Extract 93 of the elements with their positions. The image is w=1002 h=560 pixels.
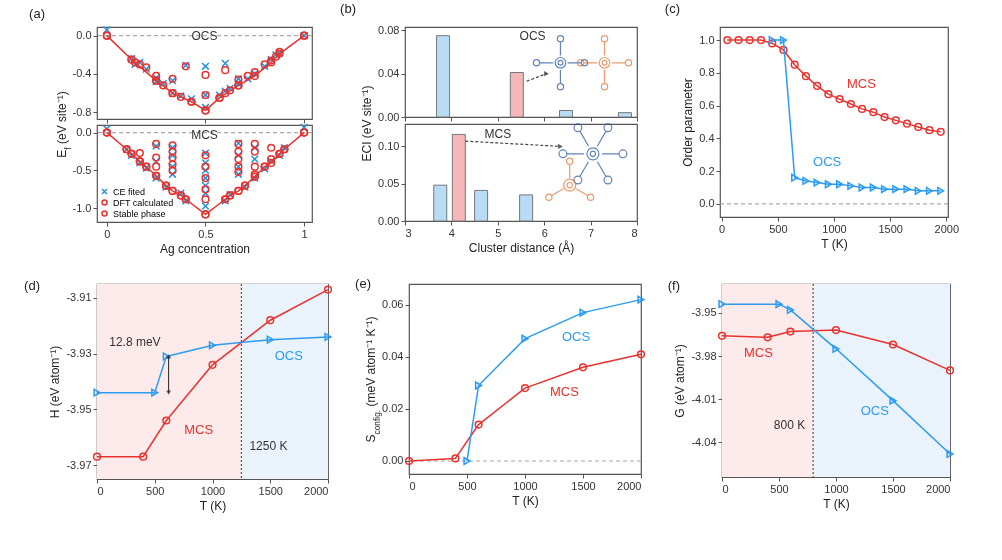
series-label: MCS (846, 76, 877, 91)
x-axis-title: T (K) (821, 236, 848, 251)
y-tick-label: 0.6 (699, 99, 715, 112)
chart-title: (e) (355, 276, 371, 291)
y-tick-label: -3.93 (66, 347, 92, 360)
x-tick-label: 1000 (822, 222, 847, 235)
x-tick-label: 1500 (881, 482, 906, 495)
x-tick-label: 500 (769, 222, 788, 235)
y-tick-label: -4.04 (691, 435, 717, 448)
y-tick-label: 0.08 (378, 23, 400, 36)
series-label: OCS (561, 329, 591, 345)
annotation: MCS (484, 126, 512, 141)
y-tick-label: 0.05 (378, 177, 400, 190)
x-axis-title: T (K) (823, 496, 850, 511)
y-axis-title: Order parameter (681, 78, 696, 167)
annotation: OCS (519, 29, 546, 43)
y-tick-label: 0.00 (382, 454, 404, 467)
y-tick-label: -3.97 (66, 458, 92, 471)
y-tick-label: 0.8 (699, 66, 715, 79)
x-tick-label: 1500 (258, 484, 283, 497)
x-tick-label: 2000 (926, 482, 951, 495)
y-tick-label: 0.0 (699, 197, 715, 210)
x-tick-label: 0 (104, 227, 111, 240)
x-tick-label: 4 (448, 226, 455, 239)
x-tick-label: 8 (631, 226, 638, 239)
x-tick-label: 1000 (200, 484, 226, 497)
annotation: OCS (191, 29, 218, 44)
y-axis-title: ECI (eV site⁻¹) (360, 85, 375, 162)
y-tick-label: 0.4 (699, 131, 715, 144)
y-tick-label: 0.10 (378, 139, 400, 152)
x-tick-label: 0 (97, 484, 104, 497)
series-label: MCS (744, 345, 774, 361)
y-tick-label: 0.0 (76, 126, 92, 139)
x-tick-label: 1000 (824, 482, 849, 495)
x-tick-label: 500 (146, 484, 165, 497)
y-tick-label: -0.4 (72, 67, 92, 80)
chart-title: (c) (664, 1, 680, 16)
y-tick-label: 1.0 (699, 33, 715, 46)
y-tick-label: -0.5 (72, 163, 92, 176)
x-tick-label: 0 (722, 482, 729, 495)
ref-line-label: 1250 K (249, 438, 288, 453)
x-tick-label: 3 (405, 226, 412, 239)
x-tick-label: 7 (588, 226, 595, 239)
series-label: MCS (184, 422, 214, 438)
y-tick-label: 0.02 (382, 402, 404, 415)
series-label: OCS (813, 153, 842, 169)
x-tick-label: 1500 (571, 479, 596, 492)
x-tick-label: 2000 (304, 484, 329, 497)
y-tick-label: -3.91 (66, 291, 92, 304)
chart-title: (a) (29, 6, 45, 21)
y-tick-label: -3.95 (66, 402, 92, 415)
x-tick-label: 0 (719, 222, 726, 235)
x-tick-label: 500 (458, 479, 477, 492)
y-tick-label: -3.98 (691, 349, 717, 362)
x-tick-label: 1500 (878, 222, 903, 235)
chart-title: (b) (340, 1, 356, 16)
legend-label: Stable phase (113, 208, 166, 219)
x-tick-label: 2000 (617, 479, 642, 492)
y-tick-label: 0.2 (699, 164, 715, 177)
x-tick-label: 1000 (513, 479, 538, 492)
x-axis-title: T (K) (199, 498, 227, 513)
y-tick-label: 0.0 (76, 29, 92, 42)
x-tick-label: 5 (495, 226, 502, 239)
x-tick-label: 0 (409, 479, 416, 492)
y-axis-title: H (eV atom⁻¹) (48, 345, 63, 419)
y-tick-label: 0.04 (382, 350, 404, 363)
y-axis-title: G (eV atom⁻¹) (673, 344, 688, 418)
x-axis-title: Cluster distance (Å) (468, 239, 575, 255)
chart-title: (f) (667, 278, 680, 293)
y-tick-label: 0.00 (378, 110, 400, 123)
y-tick-label: 0.00 (378, 214, 400, 227)
x-tick-label: 0.5 (198, 227, 214, 240)
series-label: OCS (274, 348, 304, 364)
y-tick-label: 0.06 (382, 298, 404, 311)
x-tick-label: 6 (541, 226, 548, 239)
y-tick-label: -4.01 (691, 392, 717, 405)
y-tick-label: -1.0 (72, 201, 92, 214)
chart-title: (d) (24, 278, 40, 293)
y-tick-label: 0.04 (378, 67, 400, 80)
x-tick-label: 1 (301, 227, 308, 240)
annotation: MCS (191, 127, 218, 142)
annotation: 12.8 meV (109, 335, 161, 350)
x-tick-label: 500 (770, 482, 789, 495)
x-tick-label: 2000 (934, 222, 960, 235)
y-tick-label: -0.8 (72, 105, 92, 118)
x-axis-title: Ag concentration (159, 241, 251, 256)
series-label: OCS (860, 403, 890, 419)
y-tick-label: -3.95 (691, 306, 717, 319)
ref-line-label: 800 K (773, 417, 806, 432)
series-label: MCS (549, 384, 580, 400)
x-axis-title: T (K) (512, 493, 539, 508)
legend-label: DFT calculated (113, 197, 174, 208)
legend-label: CE fited (113, 186, 146, 197)
